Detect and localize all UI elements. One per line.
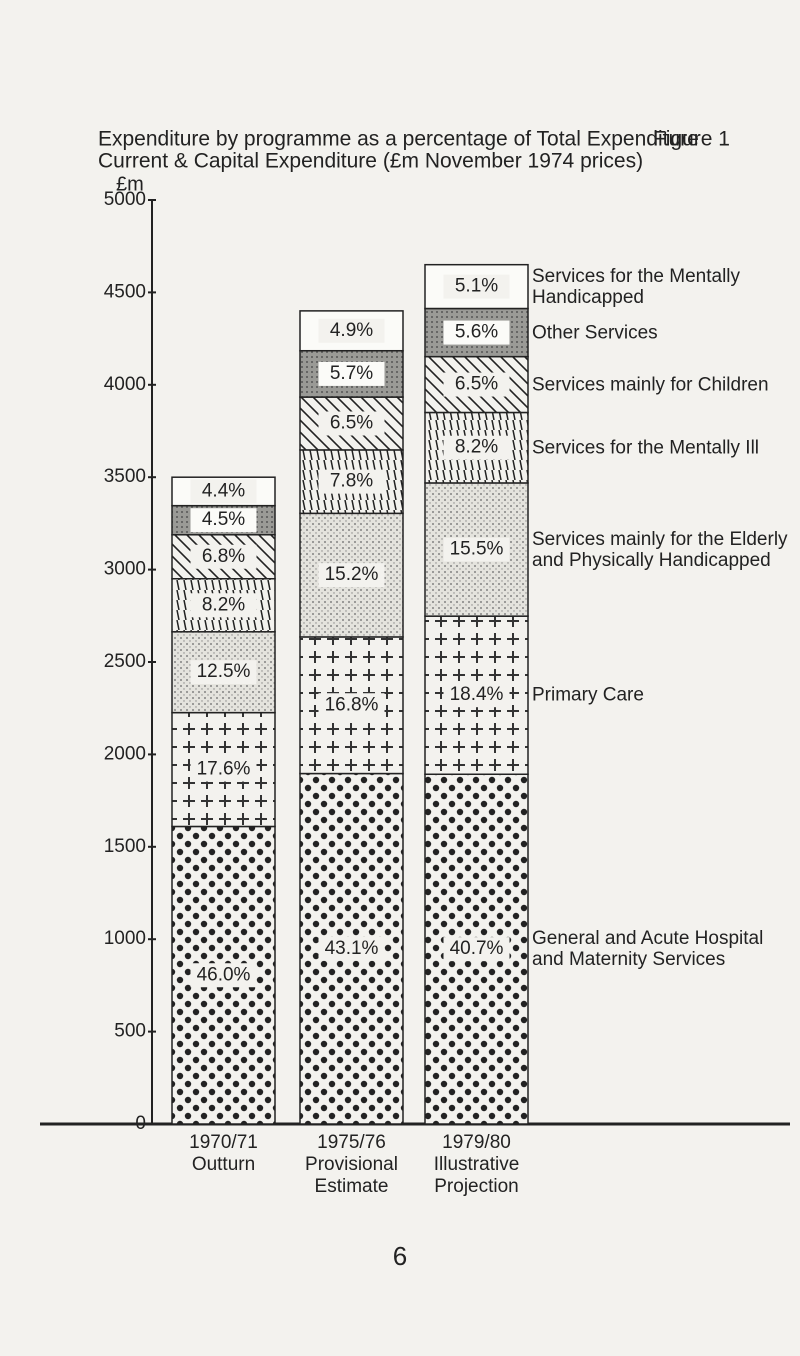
segment-label: 8.2% <box>455 437 498 458</box>
y-tick-label: 3500 <box>104 466 146 487</box>
label-bg <box>443 683 510 708</box>
x-tick-label: 1975/76 <box>317 1132 386 1153</box>
segment-label: 6.5% <box>330 413 373 434</box>
label-bg <box>318 411 385 436</box>
segment-label: 18.4% <box>450 684 504 705</box>
segment-label: 40.7% <box>450 938 504 959</box>
label-bg <box>190 963 257 988</box>
category-note: Provisional Estimate <box>305 1154 398 1197</box>
category-note: Outturn <box>192 1154 255 1175</box>
segment-label: 4.9% <box>330 320 373 341</box>
label-bg <box>443 435 510 460</box>
segment-label: 16.8% <box>325 694 379 715</box>
y-tick-label: 500 <box>114 1021 146 1042</box>
title: Expenditure by programme as a percentage… <box>98 128 699 151</box>
label-bg <box>190 508 257 533</box>
segment-label: 12.5% <box>197 661 251 682</box>
category-note: Illustrative Projection <box>434 1154 520 1197</box>
legend-entry: Services for the Mentally Handicapped <box>532 265 741 308</box>
legend-entry: Services mainly for Children <box>532 374 769 396</box>
label-bg <box>190 593 257 618</box>
y-tick-label: 2000 <box>104 743 146 764</box>
label-bg <box>443 537 510 562</box>
y-tick-label: 2500 <box>104 651 146 672</box>
y-tick-label: 1500 <box>104 836 146 857</box>
label-bg <box>318 563 385 588</box>
segment-label: 5.7% <box>330 363 373 384</box>
bar-segment <box>424 773 529 1125</box>
label-bg <box>443 274 510 299</box>
segment-label: 6.8% <box>202 546 245 567</box>
segment-label: 15.2% <box>325 564 379 585</box>
legend-entry: Other Services <box>532 322 658 344</box>
segment-label: 7.8% <box>330 471 373 492</box>
legend-entry: Services for the Mentally Ill <box>532 437 760 459</box>
label-bg <box>190 660 257 685</box>
figure-label: Figure 1 <box>653 128 730 151</box>
legend-entry: Services mainly for the Elderly and Phys… <box>532 528 788 571</box>
x-tick-label: 1979/80 <box>442 1132 511 1153</box>
legend-entry: General and Acute Hospital and Maternity… <box>532 928 764 971</box>
label-bg <box>190 757 257 782</box>
subtitle: Current & Capital Expenditure (£m Novemb… <box>98 150 643 173</box>
label-bg <box>318 361 385 386</box>
segment-label: 4.5% <box>202 509 245 530</box>
label-bg <box>318 936 385 961</box>
segment-label: 5.6% <box>455 322 498 343</box>
segment-label: 6.5% <box>455 374 498 395</box>
segment-label: 17.6% <box>197 759 251 780</box>
y-tick-label: 3000 <box>104 559 146 580</box>
x-tick-label: 1970/71 <box>189 1132 258 1153</box>
y-tick-label: 4500 <box>104 281 146 302</box>
segment-label: 8.2% <box>202 594 245 615</box>
label-bg <box>443 372 510 397</box>
label-bg <box>443 937 510 962</box>
label-bg <box>190 479 257 504</box>
y-tick-label: 1000 <box>104 928 146 949</box>
segment-label: 5.1% <box>455 276 498 297</box>
y-axis-label: £m <box>116 173 144 195</box>
label-bg <box>318 318 385 343</box>
segment-label: 43.1% <box>325 938 379 959</box>
legend-entry: Primary Care <box>532 684 644 706</box>
page-number: 6 <box>393 1241 407 1271</box>
label-bg <box>318 469 385 494</box>
segment-label: 46.0% <box>197 964 251 985</box>
label-bg <box>443 320 510 345</box>
segment-label: 4.4% <box>202 480 245 501</box>
segment-label: 15.5% <box>450 539 504 560</box>
y-tick-label: 4000 <box>104 374 146 395</box>
y-tick-label: 5000 <box>104 189 146 210</box>
label-bg <box>318 693 385 718</box>
label-bg <box>190 544 257 569</box>
